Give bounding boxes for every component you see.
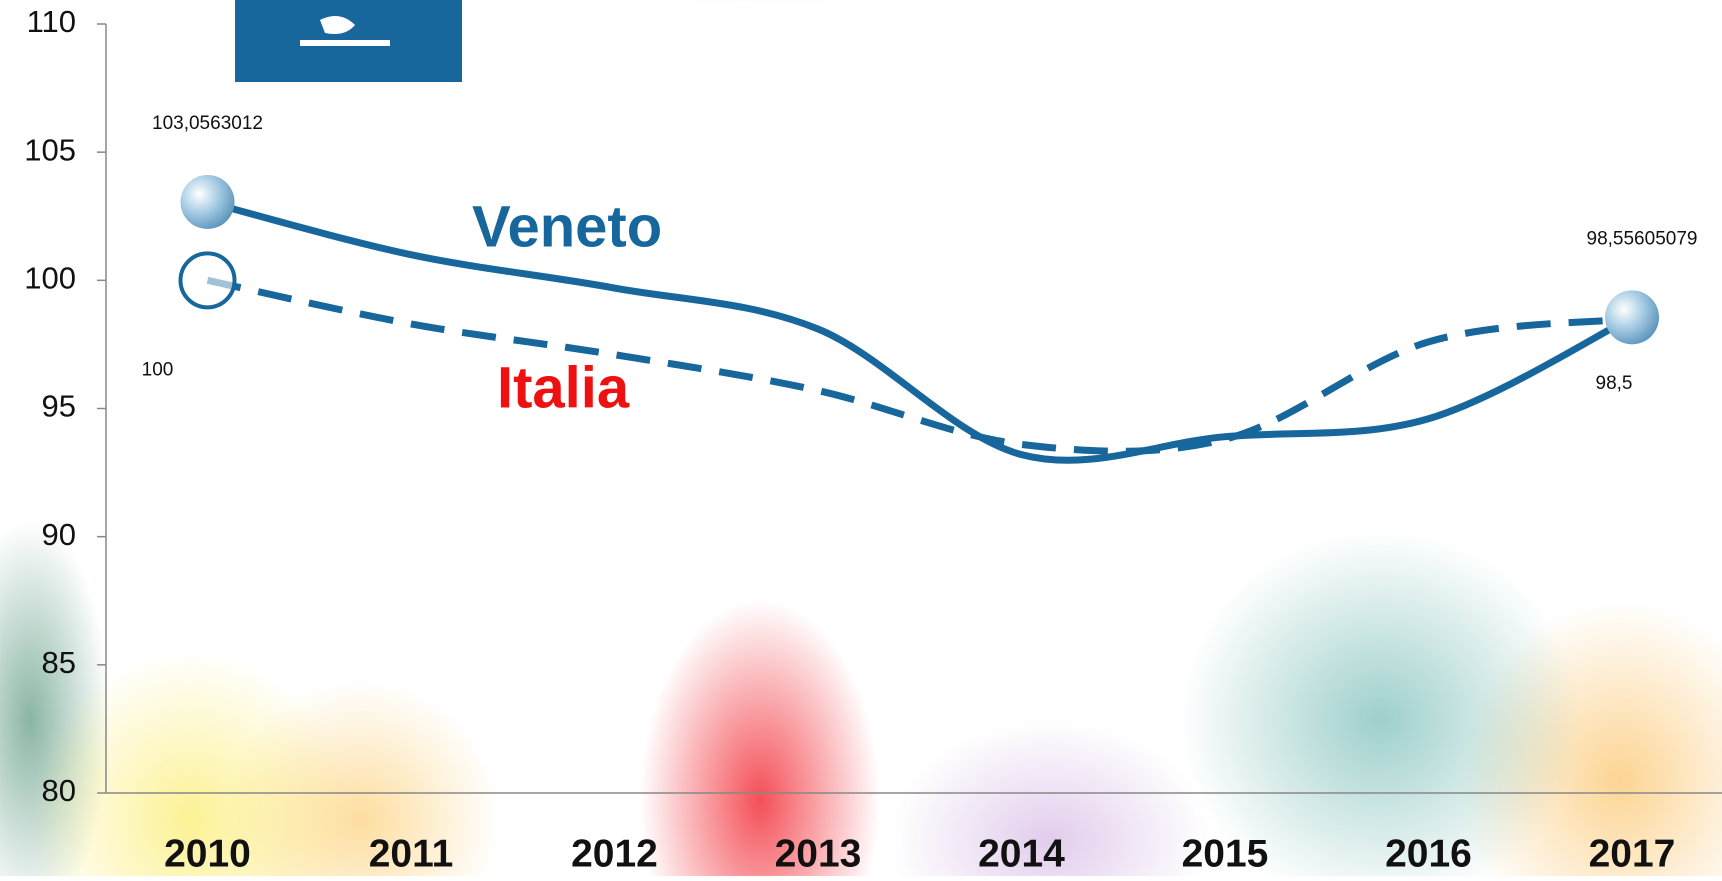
- x-tick-label: 2017: [1589, 832, 1676, 875]
- point-marker: [180, 174, 235, 229]
- y-tick-label: 110: [27, 4, 76, 39]
- series-annotation: Veneto: [472, 194, 662, 259]
- point-marker: [178, 251, 237, 310]
- series-annotation: Italia: [497, 355, 630, 420]
- y-tick-label: 90: [42, 517, 76, 552]
- y-tick-label: 105: [24, 132, 76, 167]
- data-label: 98,55605079: [1587, 228, 1698, 249]
- x-tick-label: 2013: [775, 832, 862, 875]
- point-marker: [1605, 290, 1659, 345]
- logo-icon: [300, 16, 390, 46]
- x-tick-label: 2016: [1385, 832, 1472, 875]
- y-tick-label: 80: [42, 773, 76, 808]
- x-tick-label: 2011: [369, 832, 454, 875]
- x-tick-label: 2014: [978, 832, 1065, 875]
- x-tick-label: 2015: [1182, 832, 1269, 875]
- x-tick-label: 2012: [571, 832, 658, 875]
- y-tick-label: 100: [24, 261, 76, 296]
- data-label: 100: [142, 359, 174, 380]
- series-line: [206, 198, 1634, 464]
- y-tick-label: 85: [42, 645, 76, 680]
- y-tick-label: 95: [42, 389, 76, 424]
- data-label: 98,5: [1596, 373, 1633, 394]
- series-line: [206, 276, 1633, 455]
- x-tick-label: 2010: [164, 832, 251, 875]
- data-label: 103,0563012: [152, 113, 263, 134]
